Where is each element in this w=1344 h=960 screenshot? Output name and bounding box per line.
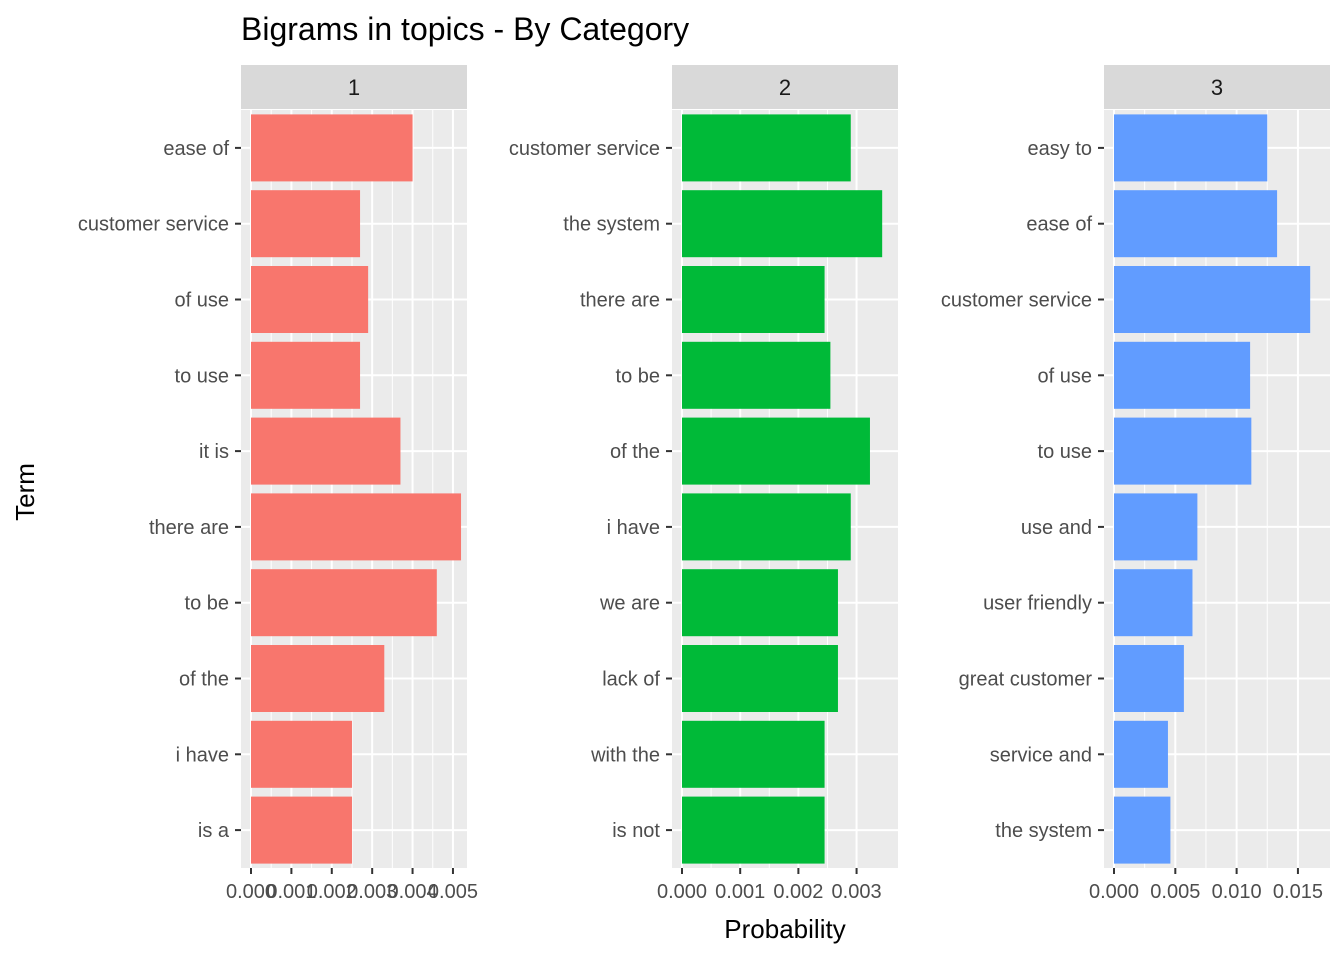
y-tick-label: the system [563,214,660,236]
x-tick-label: 0.001 [715,881,765,903]
y-tick-label: of use [175,290,229,312]
facet-1: 1 ease of customer service of use to use it i… [78,65,478,903]
y-tick-label: user friendly [983,593,1092,615]
y-tick-label: to be [185,593,229,615]
chart-title: Bigrams in topics - By Category [241,11,689,47]
bar [251,796,352,864]
bar [251,114,413,182]
x-tick-label: 0.003 [347,881,397,903]
bar [682,417,870,485]
bar [251,190,361,258]
bar [251,266,369,333]
bar [682,266,825,333]
y-tick-label: of use [1038,365,1092,387]
y-tick-label: the system [995,820,1092,842]
x-tick-label: 0.004 [388,881,438,903]
bar [682,493,851,561]
facet-panels: 1 ease of customer service of use to use it i… [78,65,1330,903]
y-tick-label: to use [1038,441,1092,463]
bar [682,720,825,788]
bar [1114,645,1184,712]
x-tick-label: 0.003 [832,881,882,903]
bar [251,417,401,485]
y-tick-label: we are [599,593,660,615]
x-tick-label: 0.002 [307,881,357,903]
y-tick-label: with the [590,744,660,766]
y-tick-label: to use [175,365,229,387]
bar [1114,114,1268,182]
facet-strip-label: 1 [348,75,360,100]
y-tick-label: service and [990,744,1092,766]
bar [682,114,851,182]
facet-strip [1104,65,1330,109]
y-tick-label: customer service [78,214,229,236]
y-tick-label: great customer [959,669,1093,691]
bar [251,569,437,637]
facet-strip [672,65,898,109]
y-tick-label: i have [607,517,660,539]
y-tick-label: of the [179,669,229,691]
y-tick-label: it is [199,441,229,463]
y-tick-label: customer service [941,290,1092,312]
facet-strip [241,65,467,109]
y-tick-label: there are [580,290,660,312]
facet-strip-label: 3 [1211,75,1223,100]
x-tick-label: 0.001 [266,881,316,903]
bar [1114,569,1193,637]
bar [682,569,838,637]
y-tick-label: ease of [163,138,229,160]
bar [682,796,825,864]
bar [682,341,831,409]
bar [1114,341,1251,409]
bar [682,190,883,258]
x-tick-label: 0.000 [226,881,276,903]
y-tick-label: customer service [509,138,660,160]
bar [251,341,361,409]
bar [251,720,352,788]
x-tick-label: 0.000 [657,881,707,903]
y-tick-label: easy to [1028,138,1092,160]
y-tick-label: i have [176,744,229,766]
y-tick-label: ease of [1026,214,1092,236]
bar [682,645,838,712]
y-tick-label: is a [198,820,230,842]
bar [1114,266,1311,333]
x-axis-title: Probability [724,914,845,944]
x-tick-label: 0.015 [1273,881,1323,903]
x-tick-label: 0.002 [773,881,823,903]
bar [1114,720,1168,788]
y-tick-label: to be [616,365,660,387]
x-tick-label: 0.000 [1089,881,1139,903]
y-axis-title: Term [10,463,40,521]
bar [1114,190,1278,258]
bar [251,493,462,561]
y-tick-label: is not [612,820,660,842]
x-tick-label: 0.010 [1212,881,1262,903]
facet-strip-label: 2 [779,75,791,100]
y-tick-label: use and [1021,517,1092,539]
bar [1114,417,1252,485]
y-tick-label: there are [149,517,229,539]
bar [1114,493,1198,561]
facet-3: 3 easy to ease of customer service of use to … [941,65,1330,903]
x-tick-label: 0.005 [428,881,478,903]
facet-2: 2 customer service the system there are to b… [509,65,898,903]
bar [1114,796,1171,864]
y-tick-label: of the [610,441,660,463]
x-tick-label: 0.005 [1150,881,1200,903]
y-tick-label: lack of [602,669,660,691]
bar [251,645,385,712]
